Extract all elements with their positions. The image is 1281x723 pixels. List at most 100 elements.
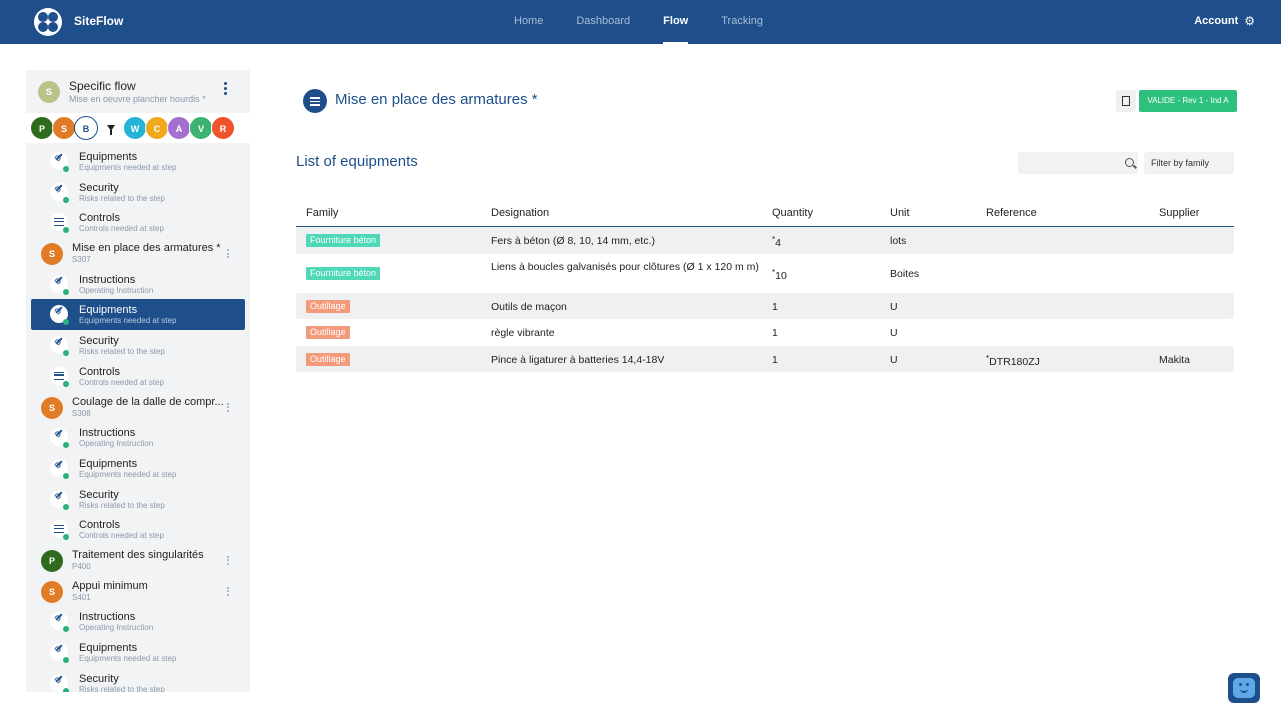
sidebar-item-equipments[interactable]: Equipments Equipments needed at step	[26, 637, 250, 668]
chatbot-icon[interactable]	[1228, 673, 1260, 703]
column-header-quantity[interactable]: Quantity	[772, 207, 813, 219]
flow-header[interactable]: S Specific flow Mise en oeuvre plancher …	[26, 70, 250, 112]
step-menu-icon[interactable]	[227, 586, 231, 598]
unit-cell: U	[890, 300, 898, 313]
sidebar-step[interactable]: S Appui minimum S401	[26, 576, 250, 607]
filter-icon[interactable]	[107, 125, 115, 135]
family-tag: Outillage	[306, 352, 350, 366]
filter-chip-c[interactable]: C	[145, 116, 169, 140]
wrench-icon	[50, 428, 68, 447]
wrench-icon	[50, 305, 68, 324]
wrench-icon	[50, 673, 68, 692]
sidebar-item-sublabel: Controls needed at step	[79, 531, 164, 541]
status-dot	[63, 166, 69, 172]
step-code: S308	[72, 408, 91, 418]
sidebar-item-controls[interactable]: Controls Controls needed at step	[26, 514, 250, 545]
step-avatar: P	[41, 549, 63, 572]
sidebar-item-label: Equipments	[79, 457, 138, 470]
nav-flow[interactable]: Flow	[649, 0, 702, 44]
table-row[interactable]: Outillage Pince à ligaturer à batteries 1…	[296, 345, 1234, 373]
step-title: Coulage de la dalle de compr...	[72, 395, 224, 408]
sidebar-item-security[interactable]: Security Risks related to the step	[26, 330, 250, 361]
sidebar-item-sublabel: Equipments needed at step	[79, 163, 177, 172]
status-dot	[63, 196, 69, 203]
nav-dashboard[interactable]: Dashboard	[576, 15, 631, 27]
filter-chip-p[interactable]: P	[30, 116, 54, 140]
sidebar-item-instructions[interactable]: Instructions Operating Instruction	[26, 422, 250, 453]
step-menu-icon[interactable]	[227, 249, 231, 260]
search-icon[interactable]	[1125, 158, 1134, 167]
quantity-cell: 1	[772, 354, 778, 366]
sidebar-item-label: Controls	[79, 212, 120, 225]
sidebar-step[interactable]: S Coulage de la dalle de compr... S308	[26, 392, 250, 423]
sidebar-item-label: Controls	[79, 365, 120, 378]
reference-cell: *DTR180ZJ	[986, 354, 1040, 368]
step-title: Mise en place des armatures *	[72, 242, 221, 255]
filter-chip-a[interactable]: A	[167, 116, 191, 140]
reference-value: DTR180ZJ	[989, 355, 1040, 368]
status-dot	[63, 687, 69, 692]
search-input[interactable]	[1018, 152, 1138, 174]
sidebar-item-sublabel: Operating Instruction	[79, 285, 154, 295]
wrench-icon	[50, 274, 68, 293]
sidebar-item-label: Security	[79, 181, 119, 194]
status-badge[interactable]: VALIDE - Rev 1 - Ind A	[1139, 90, 1237, 112]
pdf-export-button[interactable]	[1116, 90, 1136, 112]
flow-avatar: S	[38, 81, 60, 103]
step-menu-icon[interactable]	[227, 555, 231, 567]
column-header-reference[interactable]: Reference	[986, 207, 1037, 219]
sidebar-step[interactable]: S Mise en place des armatures * S307	[26, 238, 250, 269]
brand-name[interactable]: SiteFlow	[74, 14, 124, 28]
filter-by-family-button[interactable]: Filter by family	[1144, 152, 1234, 174]
table-row[interactable]: Outillage Outils de maçon 1 U	[296, 292, 1234, 320]
column-header-designation[interactable]: Designation	[491, 207, 550, 219]
column-header-family[interactable]: Family	[306, 207, 339, 219]
step-code: S401	[72, 592, 91, 602]
table-row[interactable]: Fourniture béton Liens à boucles galvanis…	[296, 254, 1234, 293]
flow-menu-icon[interactable]	[224, 82, 228, 97]
siteflow-logo-icon[interactable]	[34, 8, 62, 36]
quantity-value: 1	[772, 353, 778, 366]
table-header: Family Designation Quantity Unit Reference Su…	[296, 201, 1234, 227]
sidebar-item-equipments[interactable]: Equipments Equipments needed at step	[31, 299, 245, 331]
quantity-value: 10	[775, 269, 787, 282]
sidebar-item-equipments[interactable]: Equipments Equipments needed at step	[26, 146, 250, 177]
sidebar-step[interactable]: P Traitement des singularités P400	[26, 545, 250, 576]
wrench-icon	[50, 458, 68, 477]
filter-chip-r[interactable]: R	[211, 116, 235, 140]
nav-home[interactable]: Home	[514, 15, 544, 27]
sidebar-item-controls[interactable]: Controls Controls needed at step	[26, 207, 250, 238]
sidebar-item-security[interactable]: Security Risks related to the step	[26, 177, 250, 208]
column-header-supplier[interactable]: Supplier	[1159, 207, 1200, 219]
filter-chip-b[interactable]: B	[74, 116, 98, 140]
column-header-unit[interactable]: Unit	[890, 207, 910, 219]
sidebar-item-label: Instructions	[79, 427, 136, 440]
sidebar-item-security[interactable]: Security Risks related to the step	[26, 484, 250, 515]
quantity-mark: *	[772, 267, 776, 277]
filter-chip-w[interactable]: W	[123, 116, 147, 140]
sidebar-item-controls[interactable]: Controls Controls needed at step	[26, 361, 250, 392]
family-tag: Fourniture béton	[306, 234, 381, 247]
list-icon	[303, 89, 327, 113]
sidebar-item-equipments[interactable]: Equipments Equipments needed at step	[26, 453, 250, 484]
quantity-cell: 1	[772, 327, 778, 339]
unit-cell: U	[890, 353, 898, 366]
sidebar-item-security[interactable]: Security Risks related to the step	[26, 668, 250, 692]
quantity-mark: *	[772, 235, 776, 244]
filter-chip-s[interactable]: S	[52, 116, 76, 140]
step-title: Traitement des singularités	[72, 548, 204, 561]
unit-cell: Boites	[890, 267, 920, 280]
account-menu[interactable]: Account ⚙	[1194, 15, 1255, 27]
table-row[interactable]: Fourniture béton Fers à béton (Ø 8, 10, 1…	[296, 227, 1234, 254]
table-row[interactable]: Outillage règle vibrante 1 U	[296, 319, 1234, 346]
nav-tracking[interactable]: Tracking	[721, 15, 764, 27]
sidebar-item-instructions[interactable]: Instructions Operating Instruction	[26, 269, 250, 300]
equipments-table: Family Designation Quantity Unit Reference Su…	[296, 201, 1234, 373]
filter-chip-v[interactable]: V	[189, 116, 213, 140]
sidebar-item-instructions[interactable]: Instructions Operating Instruction	[26, 606, 250, 637]
designation-cell: Liens à boucles galvanisés pour clôtures…	[491, 260, 759, 273]
page-title: Mise en place des armatures *	[335, 91, 538, 108]
step-menu-icon[interactable]	[227, 402, 231, 414]
sidebar-item-sublabel: Risks related to the step	[79, 684, 165, 692]
designation-cell: Fers à béton (Ø 8, 10, 14 mm, etc.)	[491, 235, 655, 247]
